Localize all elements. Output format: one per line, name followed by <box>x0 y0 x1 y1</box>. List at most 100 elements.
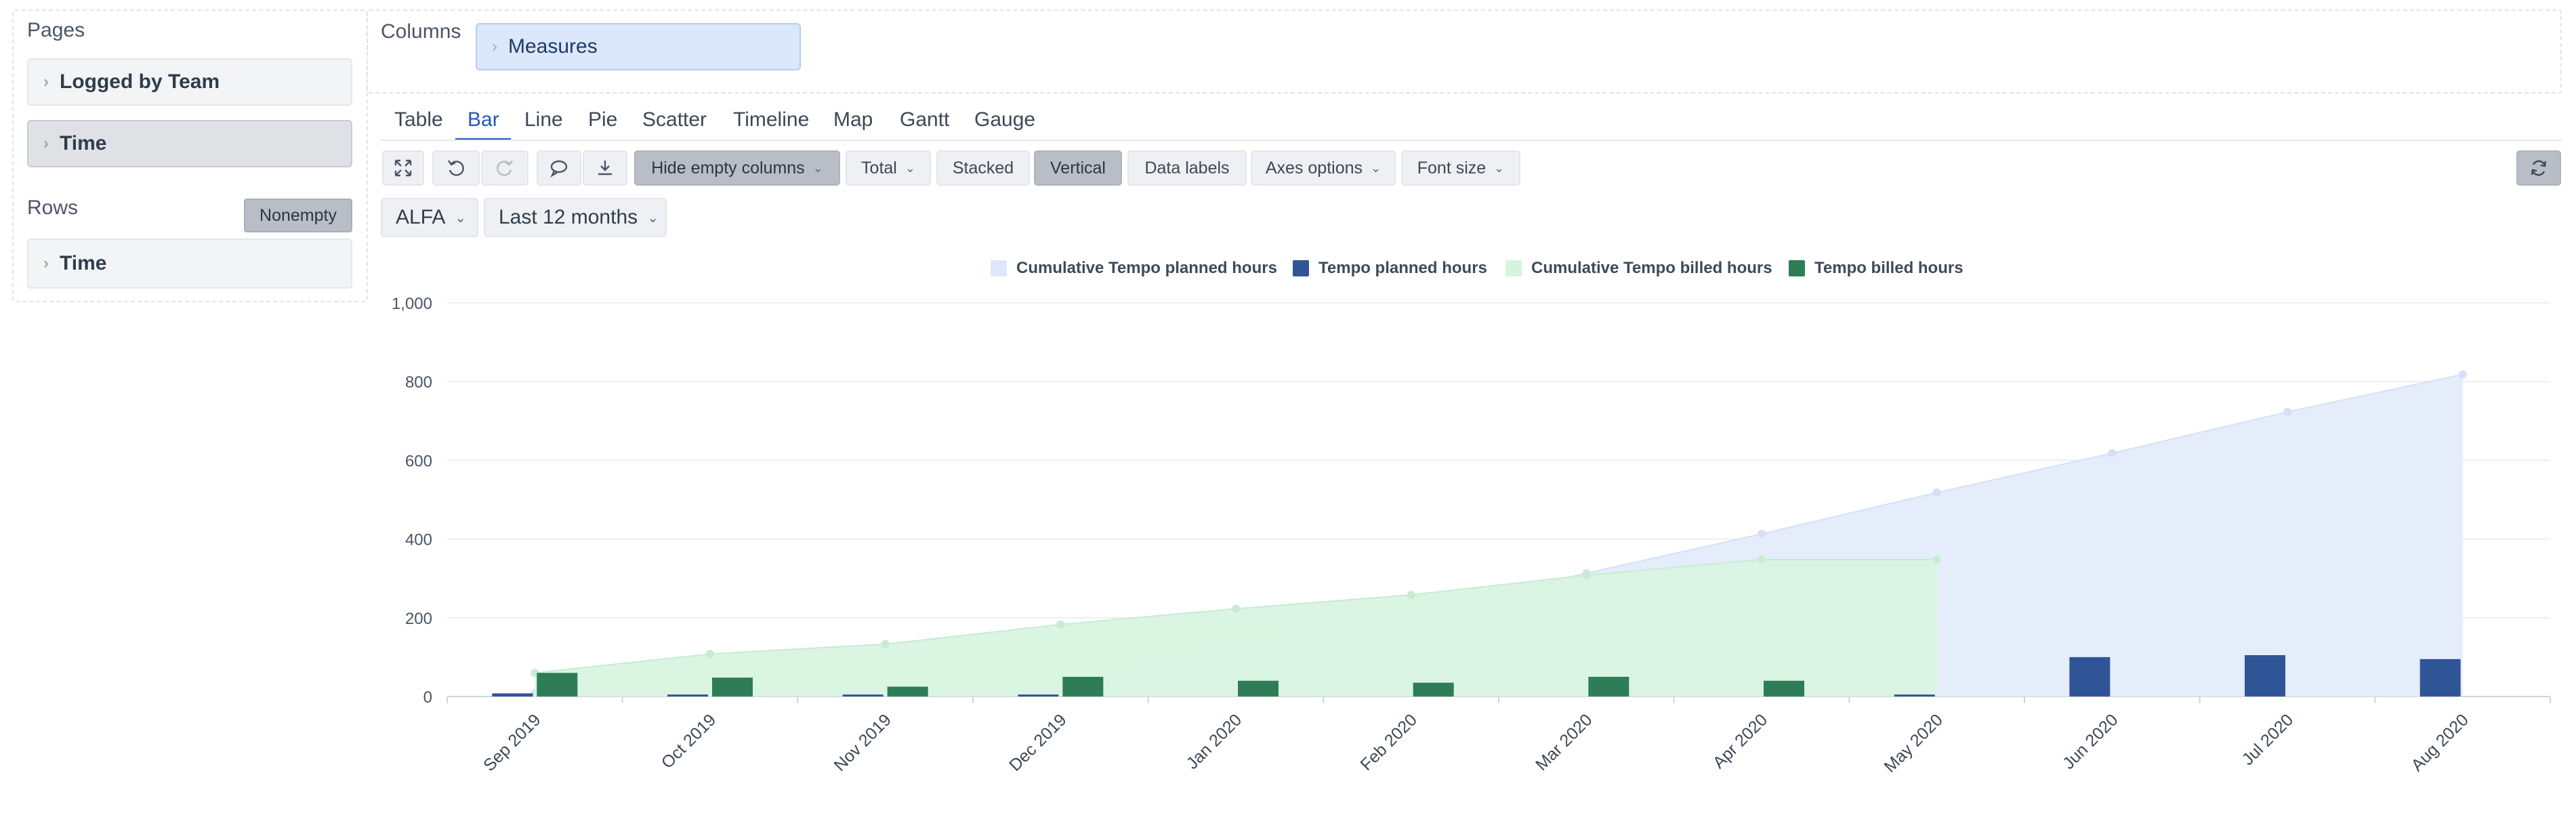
rows-item-time[interactable]: › Time <box>27 238 352 289</box>
cumulative-billed-area-point <box>881 640 890 648</box>
x-tick-label: Jun 2020 <box>2059 710 2122 773</box>
tab-bar[interactable]: Bar <box>468 108 499 131</box>
legend-item-planned[interactable]: Tempo planned hours <box>1293 259 1487 278</box>
chevron-down-icon: ⌄ <box>812 161 823 175</box>
refresh-button[interactable] <box>2516 150 2561 186</box>
download-icon <box>598 161 612 175</box>
y-tick-label: 200 <box>405 610 432 628</box>
x-tick-label: Apr 2020 <box>1709 710 1772 772</box>
legend-label: Tempo billed hours <box>1814 259 1964 277</box>
pages-item-logged-by-team[interactable]: › Logged by Team <box>27 58 352 106</box>
chevron-right-icon: › <box>43 254 49 272</box>
planned-bar <box>2419 659 2461 696</box>
legend-item-billed[interactable]: Tempo billed hours <box>1789 259 1964 278</box>
tab-table[interactable]: Table <box>394 108 443 131</box>
axes-options-label: Axes options <box>1265 158 1363 178</box>
x-tick-label: Sep 2019 <box>480 710 544 774</box>
legend-item-cumulative-billed[interactable]: Cumulative Tempo billed hours <box>1505 259 1772 278</box>
tab-timeline[interactable]: Timeline <box>733 108 810 131</box>
project-filter-dropdown[interactable]: ALFA ⌄ <box>381 198 478 237</box>
cumulative-planned-area-point <box>1932 488 1941 497</box>
tab-line[interactable]: Line <box>524 108 563 131</box>
y-tick-label: 600 <box>405 452 432 470</box>
tab-map[interactable]: Map <box>833 108 873 131</box>
planned-bar <box>842 694 884 696</box>
undo-icon <box>448 160 464 176</box>
cumulative-billed-area-point <box>706 650 714 659</box>
total-label: Total <box>861 158 897 178</box>
data-labels-button[interactable]: Data labels <box>1127 150 1247 186</box>
pages-item-time[interactable]: › Time <box>27 120 352 167</box>
tab-scatter[interactable]: Scatter <box>642 108 707 131</box>
planned-bar <box>1894 694 1935 696</box>
planned-bar <box>2069 657 2111 696</box>
refresh-icon <box>2531 160 2547 176</box>
cumulative-planned-area-point <box>2283 407 2291 416</box>
total-dropdown[interactable]: Total ⌄ <box>846 150 931 186</box>
hide-empty-columns-dropdown[interactable]: Hide empty columns ⌄ <box>634 150 840 186</box>
columns-title: Columns <box>381 20 461 43</box>
x-tick-label: Mar 2020 <box>1532 710 1596 774</box>
pages-item-label: Logged by Team <box>60 70 220 93</box>
y-tick-label: 800 <box>405 373 432 392</box>
tab-gauge[interactable]: Gauge <box>974 108 1036 131</box>
legend-swatch <box>991 260 1007 276</box>
period-filter-value: Last 12 months <box>499 206 638 228</box>
planned-bar <box>492 693 533 696</box>
redo-button[interactable] <box>481 150 528 186</box>
chevron-right-icon: › <box>43 72 49 91</box>
rows-item-label: Time <box>60 252 107 274</box>
billed-bar <box>1238 680 1279 696</box>
cumulative-planned-area-point <box>2108 449 2117 457</box>
x-tick-label: Aug 2020 <box>2407 710 2472 774</box>
legend-item-cumulative-planned[interactable]: Cumulative Tempo planned hours <box>991 259 1277 278</box>
columns-item-measures[interactable]: › Measures <box>476 23 801 70</box>
tab-pie[interactable]: Pie <box>588 108 618 131</box>
undo-button[interactable] <box>432 150 480 186</box>
cumulative-billed-area-point <box>1056 620 1065 629</box>
chevron-down-icon: ⌄ <box>647 210 659 226</box>
vertical-button[interactable]: Vertical <box>1034 150 1122 186</box>
vertical-label: Vertical <box>1050 158 1106 178</box>
cumulative-billed-area-point <box>1582 571 1591 580</box>
cumulative-planned-area-point <box>1758 530 1766 539</box>
pages-title: Pages <box>27 19 85 41</box>
download-button[interactable] <box>583 150 627 186</box>
y-tick-label: 1,000 <box>392 295 432 313</box>
comment-icon <box>550 160 568 178</box>
billed-bar <box>712 678 753 696</box>
legend-swatch <box>1293 260 1309 276</box>
cumulative-billed-area-point <box>1232 604 1240 613</box>
cumulative-billed-area <box>535 559 1937 696</box>
project-filter-value: ALFA <box>396 206 446 228</box>
chevron-down-icon: ⌄ <box>905 161 915 175</box>
columns-item-label: Measures <box>508 35 598 58</box>
fullscreen-button[interactable] <box>382 150 424 186</box>
period-filter-dropdown[interactable]: Last 12 months ⌄ <box>484 198 667 237</box>
legend-label: Tempo planned hours <box>1318 259 1487 277</box>
stacked-button[interactable]: Stacked <box>936 150 1030 186</box>
axes-options-dropdown[interactable]: Axes options ⌄ <box>1251 150 1396 186</box>
pages-item-label: Time <box>60 132 107 154</box>
x-tick-label: Feb 2020 <box>1356 710 1420 774</box>
tab-gantt[interactable]: Gantt <box>900 108 950 131</box>
chevron-down-icon: ⌄ <box>455 210 467 226</box>
cumulative-billed-area-point <box>1758 555 1766 564</box>
x-tick-label: Oct 2019 <box>658 710 720 772</box>
font-size-dropdown[interactable]: Font size ⌄ <box>1401 150 1520 186</box>
chevron-right-icon: › <box>43 134 49 152</box>
billed-bar <box>1062 676 1104 696</box>
chevron-right-icon: › <box>492 37 497 56</box>
nonempty-toggle[interactable]: Nonempty <box>244 199 352 232</box>
data-labels-label: Data labels <box>1144 158 1230 178</box>
chevron-down-icon: ⌄ <box>1494 161 1505 175</box>
x-tick-label: Jan 2020 <box>1183 710 1246 773</box>
x-tick-label: Nov 2019 <box>830 710 894 774</box>
chevron-down-icon: ⌄ <box>1371 161 1382 175</box>
billed-bar <box>887 686 928 696</box>
columns-panel <box>367 9 2562 93</box>
comment-button[interactable] <box>537 150 581 186</box>
pages-rows-panel <box>12 9 368 302</box>
legend-label: Cumulative Tempo billed hours <box>1531 259 1772 277</box>
